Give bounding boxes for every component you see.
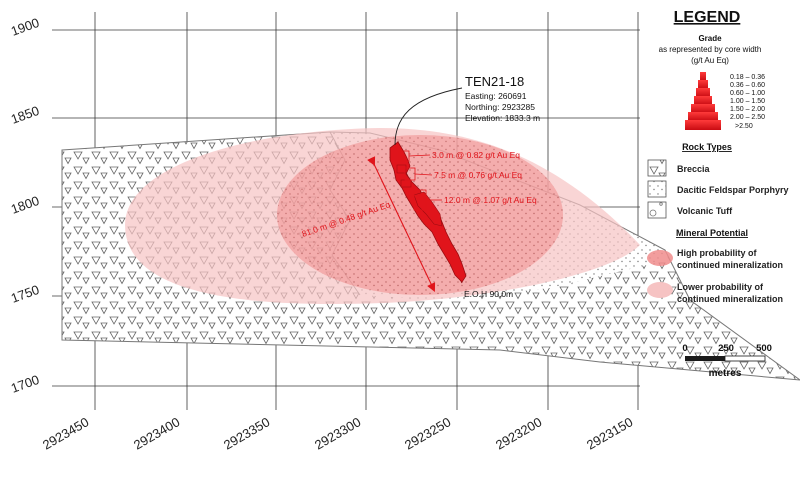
high-potential-swatch <box>647 250 673 266</box>
rock-type-label: Volcanic Tuff <box>677 206 733 216</box>
eoh-label: E.O.H 90.0m <box>464 289 513 299</box>
x-tick-label: 2923350 <box>221 414 272 452</box>
rock-type-label: Breccia <box>677 164 711 174</box>
y-tick-label: 1800 <box>9 193 41 217</box>
grade-step <box>700 72 706 81</box>
high-potential-label: High probability of <box>677 248 757 258</box>
intercept-leader <box>414 173 433 176</box>
breccia-swatch <box>647 159 667 177</box>
y-axis-labels: 1900 1850 1800 1750 1700 <box>9 15 41 396</box>
grade-step <box>691 104 715 113</box>
x-tick-label: 2923300 <box>312 414 363 452</box>
interval-arrow <box>367 156 436 292</box>
intercept-label: 3.0 m @ 0.82 g/t Au Eq <box>432 150 520 160</box>
grade-step <box>694 96 712 105</box>
scale-segment-dark <box>685 356 725 361</box>
tuff-swatch <box>647 201 667 219</box>
high-potential-label: continued mineralization <box>677 260 783 270</box>
grade-range: >2.50 <box>735 123 753 130</box>
mineral-potential-title: Mineral Potential <box>676 228 748 238</box>
grade-range: 0.60 – 1.00 <box>730 90 765 97</box>
grade-title: Grade <box>698 34 722 43</box>
x-tick-label: 2923150 <box>584 414 635 452</box>
grade-range: 1.50 – 2.00 <box>730 106 765 113</box>
y-tick-label: 1750 <box>9 282 41 306</box>
legend: LEGEND Grade as represented by core widt… <box>647 9 789 304</box>
scale-label: 0 <box>682 343 687 354</box>
rock-types-title: Rock Types <box>682 142 732 152</box>
scale-segment-light <box>724 355 766 362</box>
y-tick-label: 1700 <box>9 372 41 396</box>
scale-label: 500 <box>756 343 772 354</box>
grade-step <box>685 120 721 130</box>
grade-range: 0.18 – 0.36 <box>730 74 765 81</box>
x-tick-label: 2923400 <box>131 414 182 452</box>
drillhole-elevation: Elevation: 1833.3 m <box>465 113 540 123</box>
y-tick-label: 1850 <box>9 103 41 127</box>
grade-unit: (g/t Au Eq) <box>691 56 729 65</box>
legend-title: LEGEND <box>674 9 741 26</box>
grade-step <box>696 88 710 97</box>
grade-subtitle: as represented by core width <box>659 45 762 54</box>
grade-range: 0.36 – 0.60 <box>730 82 765 89</box>
grade-range: 2.00 – 2.50 <box>730 114 765 121</box>
core-block <box>400 179 412 188</box>
x-tick-label: 2923450 <box>40 414 91 452</box>
low-potential-label: continued mineralization <box>677 294 783 304</box>
intercept-label: 12.0 m @ 1.07 g/t Au Eq <box>444 195 537 205</box>
intercept-leader <box>408 154 431 157</box>
drillhole-name: TEN21-18 <box>465 74 524 89</box>
scale-bar: 0 250 500 metres <box>682 343 772 379</box>
drillhole-northing: Northing: 2923285 <box>465 102 535 112</box>
collar-leader <box>394 87 463 146</box>
scale-label: 250 <box>718 343 734 354</box>
intercept-label: 7.5 m @ 0.76 g/t Au Eq <box>434 170 522 180</box>
grade-step <box>698 80 708 89</box>
x-tick-label: 2923200 <box>493 414 544 452</box>
rock-type-label: Dacitic Feldspar Porphyry <box>677 185 789 195</box>
low-potential-swatch <box>647 282 673 298</box>
grade-range: 1.00 – 1.50 <box>730 98 765 105</box>
grade-cone-icon <box>685 72 721 130</box>
drillhole-easting: Easting: 260691 <box>465 91 527 101</box>
low-potential-label: Lower probability of <box>677 282 764 292</box>
x-tick-label: 2923250 <box>402 414 453 452</box>
grade-step <box>688 112 718 121</box>
x-axis-labels: 2923450 2923400 2923350 2923300 2923250 … <box>40 414 635 452</box>
porphyry-swatch <box>647 180 667 198</box>
scale-unit: metres <box>709 368 742 379</box>
drillhole-trace <box>367 87 467 292</box>
y-tick-label: 1900 <box>9 15 41 39</box>
